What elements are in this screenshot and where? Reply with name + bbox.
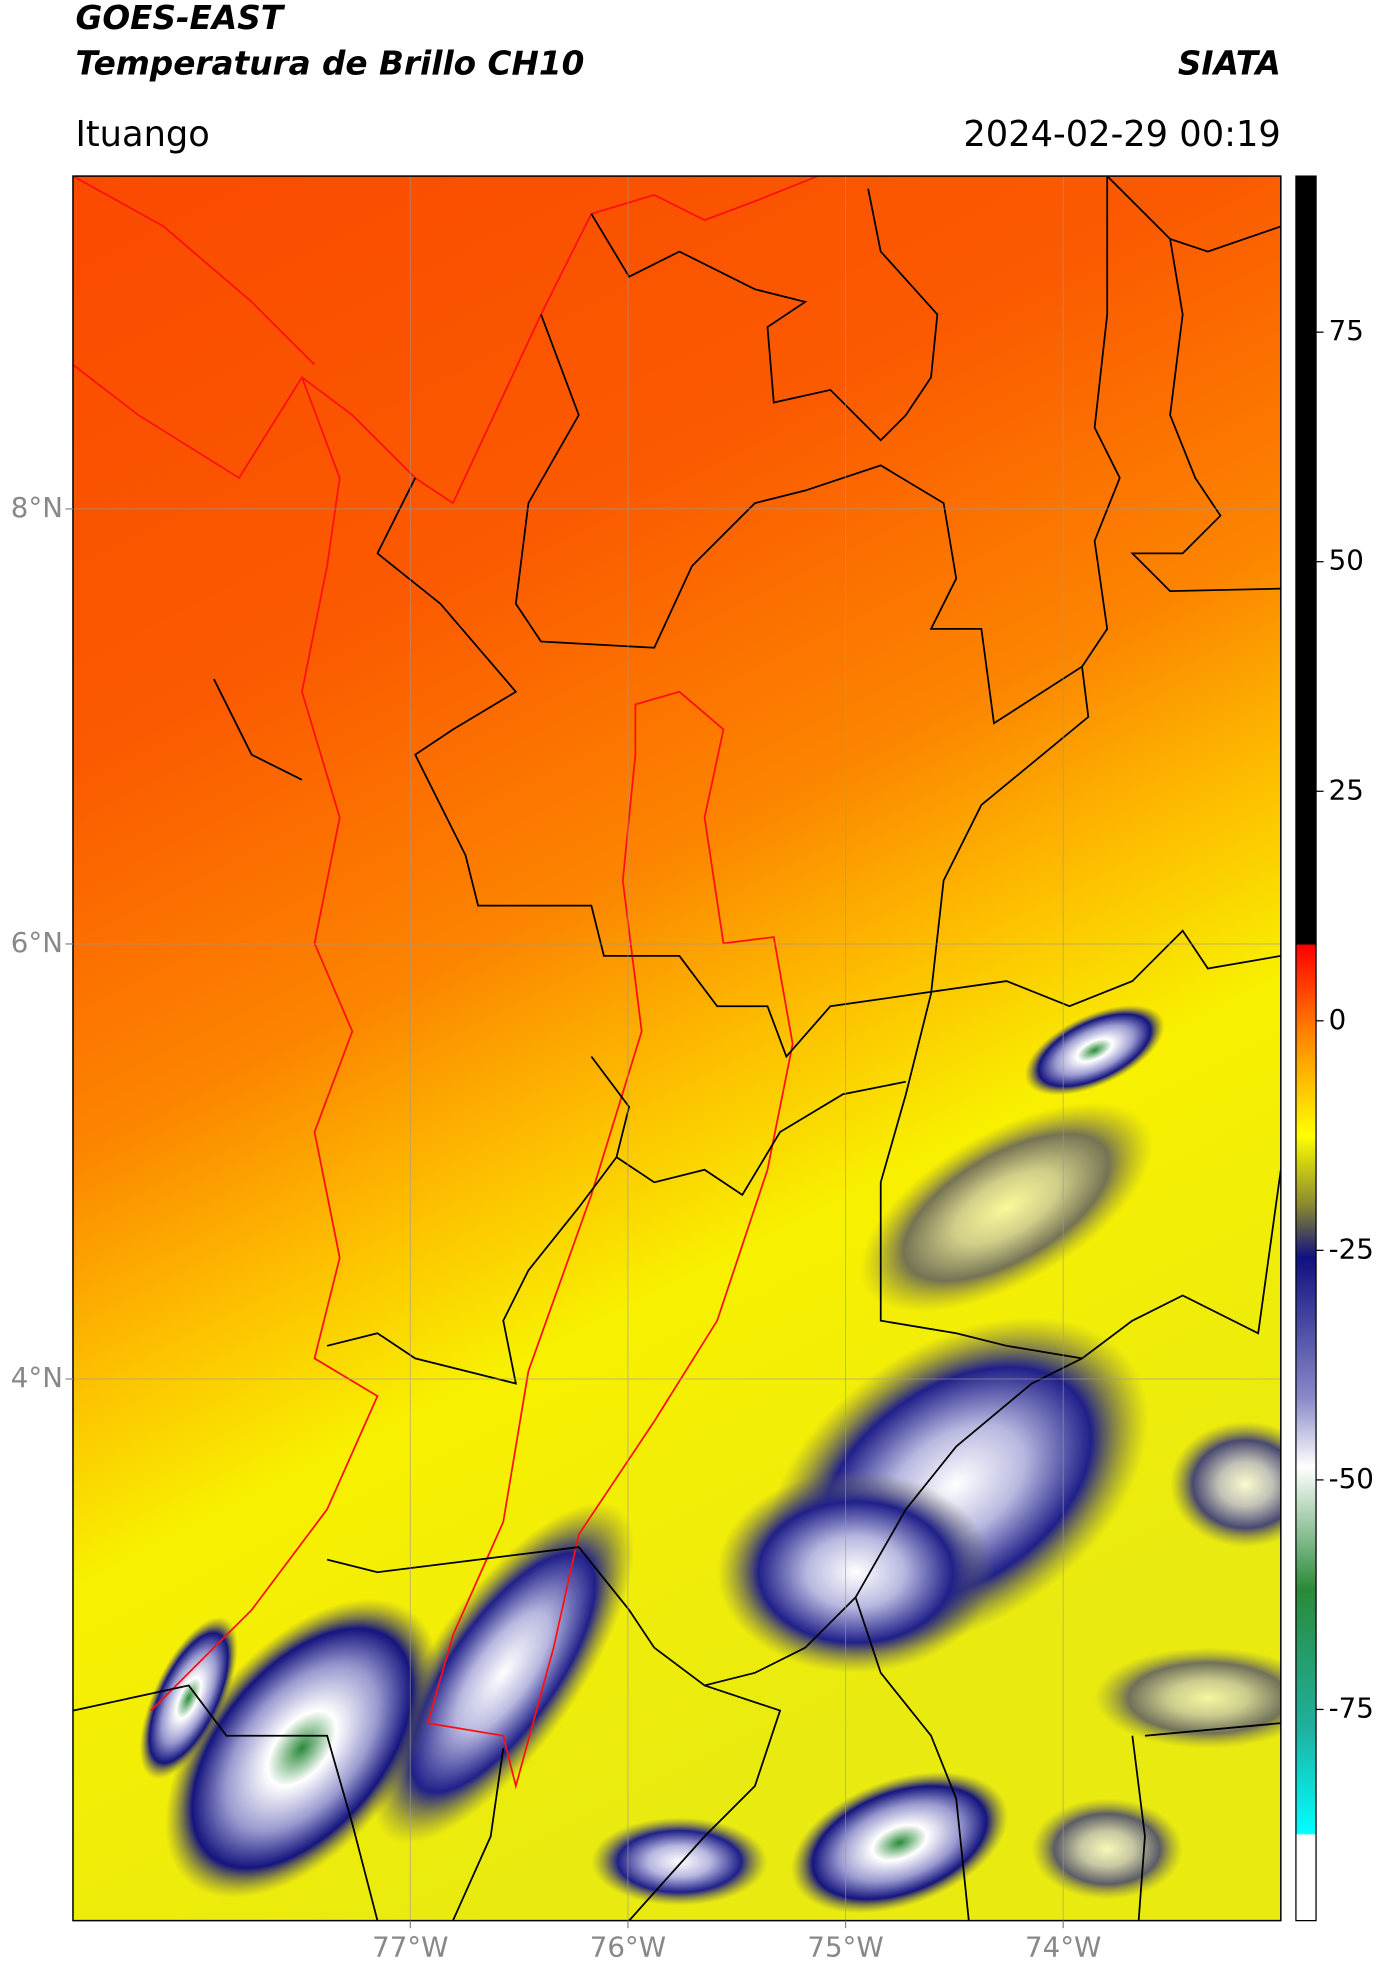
y-tick-label: 8°N [11, 491, 63, 524]
borders [72, 176, 1281, 1921]
subtitle: Temperatura de Brillo CH10 [75, 44, 584, 82]
clouds [139, 1005, 1281, 1914]
colorbar-tick-label: -25 [1329, 1232, 1374, 1265]
colorbar [1295, 175, 1317, 1922]
x-tick-label: 75°W [807, 1930, 883, 1963]
colorbar-tick-label: -75 [1329, 1691, 1374, 1724]
colorbar-tick-label: 0 [1329, 1003, 1347, 1036]
title: GOES-EAST [75, 0, 285, 37]
x-tick-label: 76°W [590, 1930, 666, 1963]
colorbar-tick-label: 50 [1329, 544, 1364, 577]
source: SIATA [1178, 44, 1281, 82]
x-tick-label: 77°W [372, 1930, 448, 1963]
colorbar-tick-label: 25 [1329, 773, 1364, 806]
map-frame [72, 175, 1282, 1922]
y-tick-label: 4°N [11, 1361, 63, 1394]
graticule [72, 176, 1281, 1921]
colorbar-tick-label: -50 [1329, 1462, 1374, 1495]
map-field [72, 176, 1281, 1921]
timestamp: 2024-02-29 00:19 [963, 114, 1280, 155]
colorbar-tick-label: 75 [1329, 314, 1364, 347]
x-tick-label: 74°W [1025, 1930, 1101, 1963]
location: Ituango [75, 114, 209, 155]
y-tick-label: 6°N [11, 926, 63, 959]
